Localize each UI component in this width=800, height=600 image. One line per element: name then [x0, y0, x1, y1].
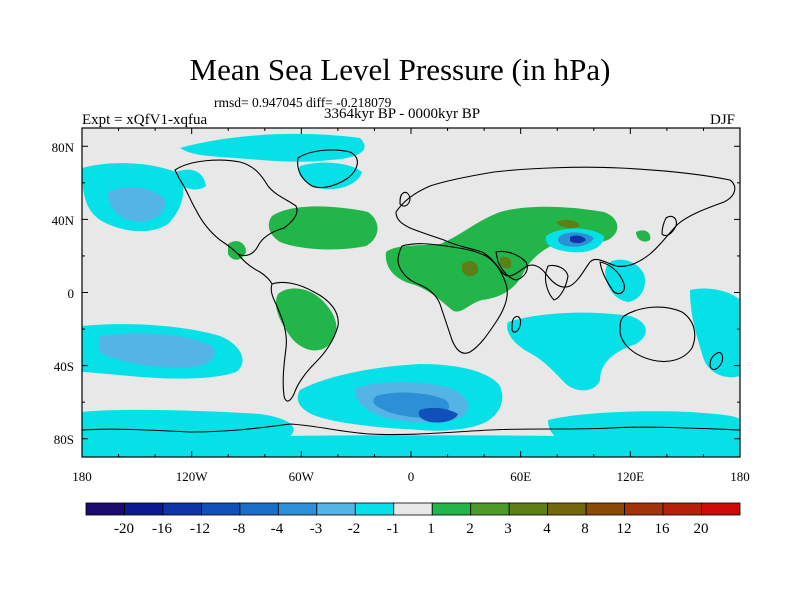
greenland-anomaly [298, 162, 362, 190]
antarctic-anomaly-west [82, 409, 294, 444]
colorbar-label: 2 [466, 521, 474, 537]
x-tick-label: 180 [72, 469, 92, 484]
colorbar-box [124, 502, 164, 516]
tibet-anomaly-core [570, 235, 586, 244]
antarctic-anomaly-band [82, 435, 740, 457]
asia-core [556, 219, 580, 229]
colorbar-label: 3 [504, 521, 512, 537]
japan-coast [661, 215, 677, 237]
australia-coast [619, 306, 696, 363]
y-tick-label: 80N [52, 140, 75, 155]
map-title: Mean Sea Level Pressure (in hPa) [189, 52, 611, 87]
colorbar-box [393, 502, 433, 516]
madagascar-coast [511, 315, 522, 333]
east-africa-green [636, 230, 651, 242]
x-tick-label: 120W [176, 469, 209, 484]
south-atlantic-core [418, 407, 458, 423]
colorbar-box [162, 502, 202, 516]
indian-ocean-anomaly [507, 312, 646, 391]
north-pacific-core [108, 187, 165, 222]
y-tick-label: 0 [68, 286, 75, 301]
colorbar-label: -2 [348, 521, 361, 537]
southeast-asia-coast [599, 261, 625, 295]
colorbar-box [354, 502, 395, 516]
arabia-core [499, 256, 512, 269]
x-tick-label: 120E [617, 469, 645, 484]
south-pacific-core [100, 333, 215, 368]
y-axis-labels: 80N 40N 0 40S 80S [52, 140, 75, 447]
y-tick-label: 80S [54, 432, 74, 447]
colorbar-label: 4 [543, 521, 551, 537]
colorbar-label: 12 [617, 521, 632, 537]
arabia-coast [495, 250, 528, 281]
south-america-coast [270, 281, 339, 402]
arctic-anomaly [180, 133, 365, 162]
colorbar-label: -1 [387, 521, 400, 537]
colorbar-label: -16 [152, 521, 172, 537]
colorbar-box [277, 502, 318, 516]
x-tick-label: 180 [730, 469, 750, 484]
antarctica-coast [82, 423, 740, 436]
north-atlantic-anomaly [268, 206, 378, 250]
africa-coast [397, 243, 508, 354]
colorbar-box [662, 502, 702, 516]
colorbar-box [547, 502, 587, 516]
colorbar-box [85, 502, 125, 516]
coastlines [82, 149, 740, 436]
sahara-core [462, 261, 479, 277]
uk-coast [399, 191, 411, 207]
new-zealand-coast [709, 351, 724, 371]
colorbar-box [201, 502, 241, 516]
colorbar-label: 20 [694, 521, 709, 537]
colorbar-label: 16 [655, 521, 671, 537]
experiment-label: Expt = xQfV1-xqfua [82, 112, 208, 128]
colorbar-box [316, 502, 356, 516]
anomaly-fields [82, 133, 740, 457]
colorbar-label: -3 [310, 521, 323, 537]
colorbar [85, 502, 741, 516]
colorbar-box [624, 502, 664, 516]
colorbar-box [508, 502, 549, 516]
colorbar-label: 8 [581, 521, 589, 537]
colorbar-label: -4 [271, 521, 284, 537]
south-america-anomaly [275, 288, 337, 351]
x-axis-labels: 180 120W 60W 0 60E 120E 180 [72, 469, 750, 484]
north-america-coast [174, 159, 298, 257]
colorbar-labels: -20 -16 -12 -8 -4 -3 -2 -1 1 2 3 4 8 12 … [114, 521, 709, 537]
colorbar-label: -20 [114, 521, 134, 537]
axis-ticks [81, 128, 741, 457]
colorbar-label: 1 [427, 521, 435, 537]
season-label: DJF [710, 112, 736, 128]
colorbar-box [431, 502, 472, 516]
colorbar-box [585, 502, 625, 516]
eurasia-coast [395, 166, 736, 288]
colorbar-box [470, 502, 510, 516]
x-tick-label: 60W [289, 469, 315, 484]
x-tick-label: 0 [408, 469, 415, 484]
india-coast [544, 264, 569, 301]
colorbar-box [239, 502, 279, 516]
stats-text: rmsd= 0.947045 diff= -0.218079 [214, 95, 392, 110]
colorbar-box [701, 502, 741, 516]
y-tick-label: 40S [54, 359, 74, 374]
central-america-coast [237, 253, 273, 285]
tasman-anomaly [690, 288, 740, 378]
colorbar-label: -8 [233, 521, 246, 537]
period-text: 3364kyr BP - 0000kyr BP [324, 106, 481, 122]
greenland-coast [297, 149, 358, 189]
colorbar-label: -12 [190, 521, 210, 537]
y-tick-label: 40N [52, 213, 75, 228]
x-tick-label: 60E [510, 469, 531, 484]
